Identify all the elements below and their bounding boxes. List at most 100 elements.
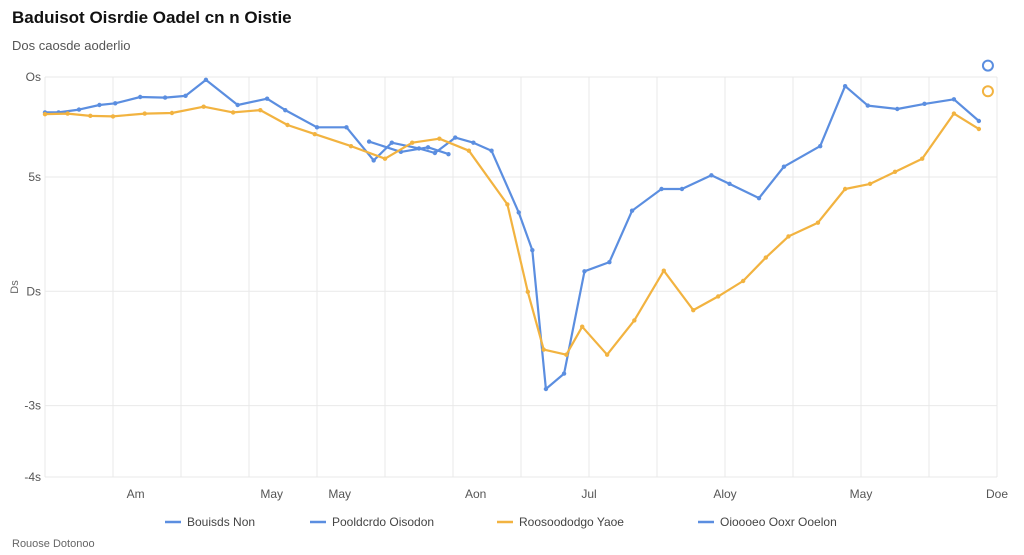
data-point: [580, 324, 585, 329]
data-point: [169, 110, 175, 116]
data-point: [382, 156, 388, 161]
data-point: [88, 113, 93, 119]
legend-label: Oioooeo Ooxr Ooelon: [720, 515, 837, 529]
data-point: [348, 143, 354, 149]
data-point: [113, 101, 118, 106]
x-tick-label: May: [850, 487, 873, 501]
data-point: [756, 195, 762, 201]
data-point: [541, 347, 546, 352]
data-point: [691, 307, 696, 313]
data-point: [679, 186, 685, 192]
chart-subtitle: Dos caosde aoderlio: [12, 38, 131, 53]
data-point: [951, 111, 957, 116]
series-end-marker: [981, 59, 994, 72]
y-tick-label: -4s: [24, 470, 41, 484]
data-point: [818, 143, 823, 149]
data-point: [564, 352, 569, 357]
data-point: [410, 140, 415, 145]
data-point: [138, 94, 143, 100]
data-point: [344, 125, 349, 130]
data-point: [842, 83, 848, 89]
data-point: [235, 102, 240, 108]
data-point: [489, 148, 494, 153]
data-point: [312, 131, 317, 137]
data-point: [42, 111, 48, 117]
data-point: [709, 173, 714, 178]
data-point: [661, 268, 666, 273]
legend-label: Bouisds Non: [187, 515, 255, 529]
data-point: [183, 93, 188, 99]
data-point: [786, 234, 791, 239]
data-point: [530, 247, 535, 253]
data-point: [425, 145, 431, 150]
data-point: [607, 259, 612, 265]
data-point: [432, 150, 438, 156]
y-tick-label: Ds: [26, 284, 41, 298]
series-line-1: [43, 78, 981, 391]
data-point: [781, 164, 787, 169]
x-tick-label: Jul: [581, 487, 596, 501]
data-point: [453, 135, 458, 140]
data-point: [976, 118, 982, 124]
y-axis-label: Ds: [9, 280, 21, 294]
data-point: [659, 186, 664, 192]
series-line-3: [43, 105, 981, 356]
x-tick-label: May: [260, 487, 283, 501]
data-point: [258, 107, 263, 113]
data-point: [604, 352, 610, 357]
data-point: [366, 139, 372, 144]
series-layer: [42, 59, 994, 392]
data-point: [471, 140, 476, 145]
data-point: [865, 103, 870, 108]
series-line-2: [368, 140, 450, 156]
y-axis: Os 5s Ds -3s -4s: [24, 70, 41, 484]
data-point: [203, 77, 209, 83]
data-point: [763, 255, 768, 260]
data-point: [97, 102, 102, 108]
data-point: [892, 169, 898, 175]
data-point: [632, 318, 637, 323]
data-point: [466, 148, 472, 153]
data-point: [110, 114, 116, 119]
data-point: [842, 186, 848, 192]
data-point: [922, 101, 927, 107]
data-point: [264, 96, 270, 101]
data-point: [162, 95, 168, 100]
legend-label: Roosoododgo Yaoe: [519, 515, 624, 529]
data-point: [525, 289, 530, 295]
data-point: [283, 107, 288, 113]
data-point: [867, 181, 873, 187]
x-tick-label: Aon: [465, 487, 486, 501]
chart-title: Baduisot Oisrdie Oadel cn n Oistie: [12, 8, 292, 27]
legend: Bouisds Non Pooldcrdo Oisodon Roosoododgo …: [165, 515, 837, 529]
data-point: [716, 294, 721, 299]
data-point: [76, 107, 82, 112]
data-point: [951, 97, 957, 102]
data-point: [561, 371, 567, 376]
y-tick-label: -3s: [24, 399, 41, 413]
data-point: [895, 106, 900, 112]
series-end-marker: [981, 85, 994, 98]
data-point: [142, 111, 147, 116]
data-point: [727, 181, 732, 187]
x-tick-label: May: [328, 487, 351, 501]
data-point: [976, 126, 982, 132]
data-point: [629, 208, 635, 213]
x-tick-label: Am: [127, 487, 145, 501]
data-point: [389, 140, 394, 145]
y-tick-label: Os: [26, 70, 41, 84]
data-point: [543, 386, 549, 392]
data-point: [516, 210, 521, 215]
x-tick-label: Doe: [986, 487, 1008, 501]
data-point: [740, 278, 746, 284]
legend-label: Pooldcrdo Oisodon: [332, 515, 434, 529]
x-tick-label: Aloy: [713, 487, 736, 501]
x-axis: Am May May Aon Jul Aloy May Doe: [127, 487, 1009, 501]
data-point: [582, 269, 587, 274]
data-point: [285, 122, 290, 128]
data-point: [815, 220, 821, 225]
data-point: [65, 111, 70, 116]
data-point: [446, 151, 451, 157]
